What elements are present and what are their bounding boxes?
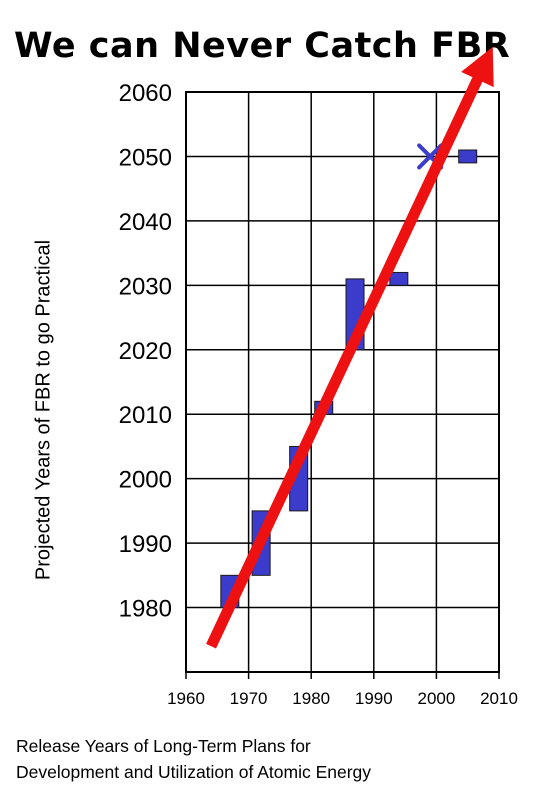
trend-arrow-shaft: [206, 75, 484, 649]
x-tick-label: 1980: [292, 689, 330, 708]
range-bar: [389, 271, 409, 286]
x-marker-stroke: [417, 143, 444, 170]
y-tick-label: 2030: [119, 273, 172, 300]
y-tick-label: 2040: [119, 209, 172, 236]
chart-title: We can Never Catch FBR: [14, 26, 511, 66]
x-tick-label: 2000: [417, 689, 455, 708]
y-tick-label: 2020: [119, 338, 172, 365]
y-tick-label: 2050: [119, 144, 172, 171]
x-axis-label-line-2: Development and Utilization of Atomic En…: [16, 762, 372, 782]
trend-arrow: [206, 46, 494, 649]
plot-frame: [185, 91, 500, 673]
x-tick-label: 1960: [167, 689, 205, 708]
x-tick-label: 1990: [355, 689, 393, 708]
y-tick-label: 2060: [119, 80, 172, 107]
x-tick-label: 2010: [480, 689, 518, 708]
x-axis-label: Release Years of Long-Term Plans for Dev…: [16, 733, 546, 785]
y-tick-label: 1990: [119, 531, 172, 558]
y-tick-label: 2000: [119, 467, 172, 494]
trend-arrow-head: [461, 46, 494, 88]
range-bar: [458, 149, 478, 164]
x-axis-label-line-1: Release Years of Long-Term Plans for: [16, 736, 311, 756]
y-tick-label: 1980: [119, 596, 172, 623]
x-tick-label: 1970: [230, 689, 268, 708]
y-tick-label: 2010: [119, 402, 172, 429]
